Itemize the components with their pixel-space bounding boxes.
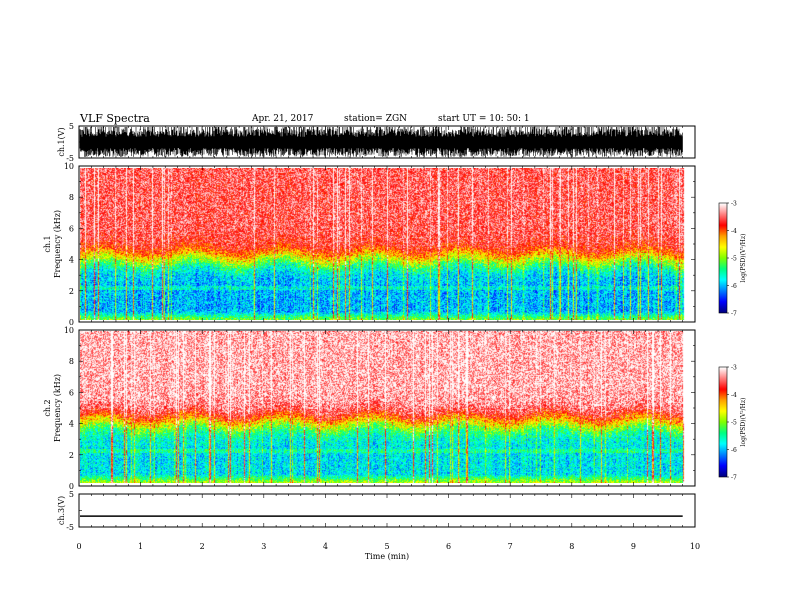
x-tick-label: 1 [138, 542, 143, 551]
colorbar-tick-label: -6 [731, 283, 737, 290]
y-tick-label: 10 [64, 326, 74, 335]
x-tick-label: 8 [569, 542, 574, 551]
ch1-waveform-trace [79, 127, 683, 157]
x-tick-label: 7 [508, 542, 513, 551]
colorbar-tick-label: -4 [731, 228, 737, 235]
colorbar-label: log(PSD)(V²/Hz) [740, 398, 747, 447]
y-tick-label: 4 [69, 256, 74, 265]
x-tick-label: 0 [76, 542, 81, 551]
y-tick-label: 10 [64, 162, 74, 171]
y-tick-label: -5 [66, 523, 74, 532]
y-axis-label: ch.3(V) [57, 496, 66, 525]
station-label: station= ZGN [344, 114, 408, 124]
x-tick-label: 9 [631, 542, 636, 551]
date-label: Apr. 21, 2017 [252, 114, 314, 124]
colorbar-label: log(PSD)(V²/Hz) [740, 234, 747, 283]
y-tick-label: 2 [69, 287, 74, 296]
colorbar-tick-label: -7 [731, 475, 737, 482]
y-tick-label: 5 [69, 122, 74, 131]
y-axis-label: Frequency (kHz) [53, 210, 62, 278]
panel-frame [78, 329, 696, 487]
colorbar-tick-label: -3 [731, 365, 737, 372]
figure-title: VLF Spectra [80, 112, 150, 125]
panel-frame [78, 493, 696, 528]
colorbar-tick-label: -3 [731, 201, 737, 208]
colorbar-tick-label: -4 [731, 392, 737, 399]
ch1-colorbar [719, 203, 727, 313]
y-axis-label: Frequency (kHz) [53, 374, 62, 442]
y-tick-label: 2 [69, 451, 74, 460]
y-tick-label: 6 [69, 224, 74, 233]
ch2-spectrogram-image [80, 331, 694, 483]
colorbar-tick-label: -5 [731, 420, 737, 427]
y-axis-label: ch.2 [43, 399, 52, 416]
y-tick-label: 6 [69, 388, 74, 397]
colorbar-tick-label: -5 [731, 256, 737, 263]
ch2-colorbar-frame [718, 366, 728, 478]
y-tick-label: 8 [69, 193, 74, 202]
x-tick-label: 4 [323, 542, 328, 551]
x-axis-label: Time (min) [365, 552, 409, 561]
y-tick-label: 5 [69, 490, 74, 499]
x-tick-label: 6 [446, 542, 451, 551]
y-tick-label: -5 [66, 154, 74, 163]
panel-frame [78, 165, 696, 323]
ch1-spectrogram-image [80, 168, 694, 320]
colorbar-tick-label: -6 [731, 447, 737, 454]
y-tick-label: 8 [69, 357, 74, 366]
y-tick-label: 4 [69, 420, 74, 429]
x-tick-label: 2 [200, 542, 205, 551]
x-tick-label: 5 [384, 542, 389, 551]
y-axis-label: ch.1 [43, 235, 52, 252]
y-tick-label: 0 [69, 318, 74, 327]
start-time-label: start UT = 10: 50: 1 [438, 114, 530, 124]
colorbar-tick-label: -7 [731, 311, 737, 318]
x-tick-label: 10 [690, 542, 700, 551]
ch2-colorbar [719, 367, 727, 477]
ch1-colorbar-frame [718, 202, 728, 314]
y-axis-label: ch.1(V) [57, 127, 66, 156]
y-tick-label: 0 [69, 482, 74, 491]
x-tick-label: 3 [261, 542, 266, 551]
